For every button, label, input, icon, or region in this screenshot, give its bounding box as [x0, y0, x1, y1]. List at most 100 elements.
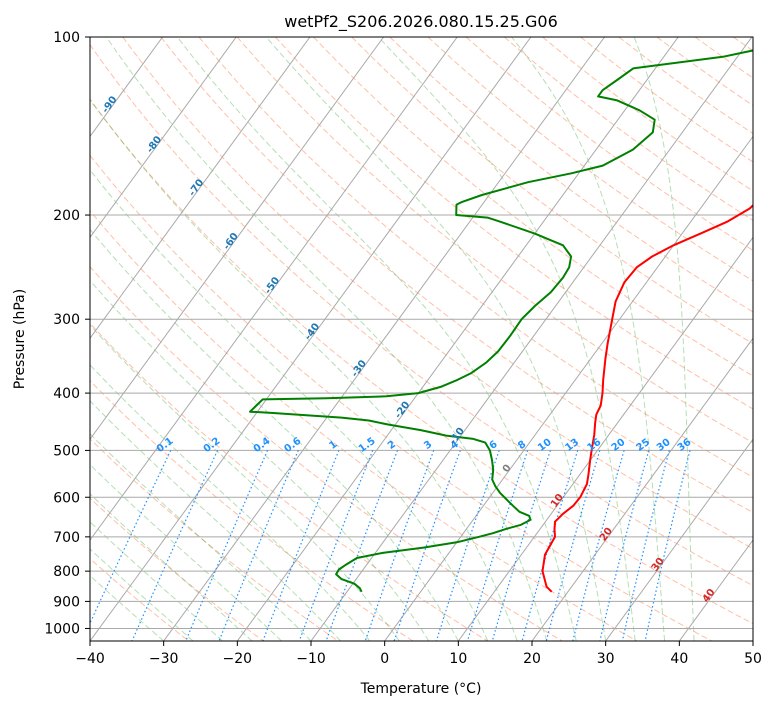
y-tick-label: 1000: [44, 621, 80, 637]
moist-adiabat: [511, 37, 666, 641]
isotherm-label: -90: [100, 94, 120, 115]
mixing-ratio-line: [621, 450, 670, 641]
isotherm-line: [90, 37, 532, 641]
mixing-ratio-label: 1.5: [357, 436, 378, 455]
dry-adiabat: [90, 497, 265, 641]
isotherm-line: [90, 37, 384, 441]
mixing-ratio-label: 0.2: [202, 436, 223, 455]
isotherm-label: -10: [448, 426, 468, 447]
moist-adiabat: [90, 463, 282, 641]
isotherm-label: 0: [501, 463, 514, 475]
mixing-ratio-label: 16: [586, 437, 604, 454]
dry-adiabat: [90, 43, 753, 587]
x-tick-label: 40: [670, 651, 688, 667]
x-tick-label: 30: [597, 651, 615, 667]
moist-adiabat: [90, 364, 371, 641]
y-tick-label: 500: [53, 443, 80, 459]
y-tick-label: 400: [53, 386, 80, 402]
dry-adiabat: [90, 322, 489, 641]
isotherm-label: 20: [598, 526, 615, 544]
mixing-ratio-line: [298, 450, 374, 641]
x-tick-label: 20: [523, 651, 541, 667]
mixing-ratio-line: [262, 450, 340, 641]
y-tick-label: 800: [53, 564, 80, 580]
isotherm-line: [752, 640, 753, 641]
mixing-ratio-line: [644, 450, 691, 641]
y-axis-title: Pressure (hPa): [12, 289, 28, 389]
mixing-ratio-label: 36: [676, 437, 694, 454]
y-tick-label: 900: [53, 594, 80, 610]
mixing-ratio-line: [466, 450, 529, 641]
mixing-ratio-line: [185, 450, 269, 641]
moist-adiabat: [90, 324, 400, 641]
mixing-ratio-line: [572, 450, 625, 641]
mixing-ratio-line: [599, 450, 650, 641]
x-axis-title: Temperature (°C): [360, 681, 482, 697]
dry-adiabat: [465, 37, 753, 251]
x-tick-label: −10: [296, 651, 326, 667]
mixing-ratio-label: 10: [536, 437, 554, 454]
dry-adiabat: [275, 37, 753, 410]
moist-adiabat: [633, 37, 695, 641]
plot-frame: [89, 36, 754, 642]
dry-adiabat: [389, 37, 753, 313]
moist-adiabat: [265, 37, 607, 641]
mixing-ratio-label: 0.4: [252, 436, 273, 455]
x-tick-label: 10: [449, 651, 467, 667]
dry-adiabat: [313, 37, 753, 377]
dry-adiabat: [351, 37, 753, 345]
y-tick-label: 700: [53, 530, 80, 546]
mixing-ratio-line: [90, 450, 172, 625]
moist-adiabat: [90, 574, 165, 641]
mixing-ratio-label: 20: [610, 437, 628, 454]
mixing-ratio-line: [521, 450, 579, 641]
isotherm-label: -40: [303, 321, 323, 342]
moist-adiabat: [90, 433, 312, 641]
y-tick-label: 600: [53, 490, 80, 506]
isotherm-label: 10: [549, 492, 566, 510]
x-tick-label: −40: [75, 651, 105, 667]
background-grid: [90, 37, 753, 641]
moist-adiabat: [90, 228, 459, 641]
mixing-ratio-label: 0.1: [155, 436, 176, 455]
dry-adiabat: [122, 37, 753, 550]
mixing-ratio-line: [131, 450, 219, 641]
temperature-profile-line: [541, 204, 753, 593]
x-tick-label: 0: [380, 651, 389, 667]
moist-adiabat: [90, 169, 489, 641]
isotherm-line: [236, 37, 679, 641]
moist-adiabat: [177, 37, 577, 641]
mixing-ratio-line: [364, 450, 435, 641]
isotherm-line: [310, 37, 753, 641]
isotherm-line: [90, 37, 311, 340]
dry-adiabat: [198, 37, 753, 478]
moist-adiabat: [90, 548, 194, 641]
profile-lines: [249, 49, 753, 593]
isotherm-line: [457, 236, 753, 641]
moist-adiabat: [105, 37, 548, 641]
y-tick-label: 300: [53, 312, 80, 328]
dry-adiabat: [656, 37, 753, 107]
moist-adiabat: [90, 521, 223, 641]
moist-adiabat: [90, 400, 341, 641]
isotherm-label: -70: [187, 177, 207, 198]
x-tick-label: −30: [149, 651, 179, 667]
dry-adiabat: [503, 37, 753, 221]
dewpoint-profile-line: [249, 49, 753, 593]
mixing-ratio-line: [325, 450, 399, 641]
y-tick-label: 200: [53, 208, 80, 224]
x-tick-label: −20: [223, 651, 253, 667]
isotherm-line: [384, 135, 753, 641]
y-tick-label: 100: [53, 30, 80, 46]
mixing-ratio-line: [435, 450, 500, 641]
x-tick-label: 50: [744, 651, 762, 667]
dry-adiabat: [732, 37, 753, 52]
isotherm-line: [678, 539, 753, 641]
dry-adiabat: [236, 37, 753, 444]
mixing-ratio-line: [545, 450, 601, 641]
isotherm-label: -30: [350, 358, 370, 379]
mixing-ratio-label: 13: [563, 437, 581, 454]
dry-adiabat: [90, 99, 753, 625]
moist-adiabat: [90, 98, 518, 641]
